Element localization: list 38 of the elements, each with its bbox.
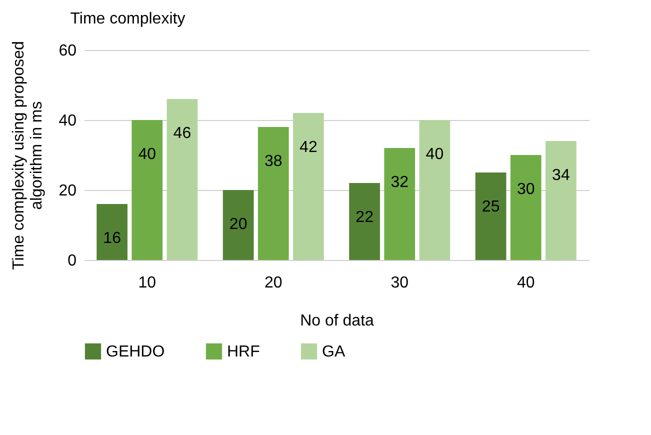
data-label: 22: [356, 209, 374, 226]
bar: [419, 120, 450, 260]
data-label: 32: [390, 174, 409, 191]
legend-label: GA: [322, 343, 346, 360]
bar: [222, 190, 254, 260]
bar: [132, 120, 163, 260]
chart-title: Time complexity: [70, 10, 186, 28]
legend-label: GEHDO: [106, 343, 165, 360]
x-tick-label: 40: [516, 274, 535, 292]
data-label: 42: [300, 139, 318, 156]
bar: [96, 204, 128, 260]
y-axis-title: Time complexity using proposed algorithm in ms: [10, 41, 46, 270]
bar: [475, 172, 506, 260]
bar: [384, 148, 416, 260]
bar: [293, 113, 324, 260]
data-label: 34: [552, 167, 570, 184]
y-tick-label: 60: [58, 42, 77, 60]
data-label: 46: [173, 125, 192, 142]
bar: [510, 155, 542, 260]
data-label: 25: [482, 198, 500, 216]
data-label: 20: [229, 216, 248, 233]
bar: [166, 99, 198, 260]
bar: [349, 183, 380, 260]
y-tick-label: 40: [58, 112, 77, 130]
data-label: 16: [103, 230, 122, 247]
data-label: 40: [426, 146, 444, 163]
data-label: 40: [138, 146, 156, 163]
bar: [546, 141, 576, 260]
x-tick-label: 30: [390, 274, 409, 292]
x-axis-title: No of data: [300, 312, 374, 330]
data-label: 30: [516, 181, 535, 198]
legend-label: HRF: [227, 343, 260, 360]
y-tick-label: 0: [68, 252, 77, 270]
y-tick-label: 20: [58, 182, 77, 200]
data-label: 38: [264, 153, 282, 170]
x-tick-label: 10: [138, 274, 156, 292]
x-tick-label: 20: [264, 274, 282, 292]
bar: [258, 127, 289, 260]
